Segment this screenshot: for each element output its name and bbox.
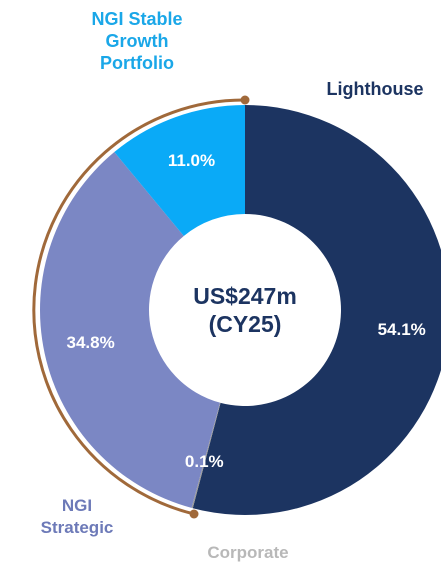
donut-segment <box>39 152 220 508</box>
donut-segment <box>192 105 441 515</box>
bracket-dot <box>189 509 199 519</box>
group-bracket <box>32 98 246 516</box>
legend-label: NGI Stable Growth Portfolio <box>91 9 183 73</box>
legend-label: NGI Strategic <box>40 496 114 537</box>
legend-label: Lighthouse <box>326 79 424 99</box>
donut-segment <box>114 105 245 237</box>
legend-label: Corporate <box>207 543 289 562</box>
donut-segment <box>191 402 221 509</box>
bracket-dot <box>240 95 250 105</box>
value-label: 34.8% <box>66 333 114 352</box>
center-label: (CY25) <box>209 311 282 337</box>
value-label: 0.1% <box>185 452 224 471</box>
value-label: 54.1% <box>378 320 426 339</box>
value-label: 11.0% <box>168 151 215 170</box>
center-label: US$247m <box>193 283 297 309</box>
